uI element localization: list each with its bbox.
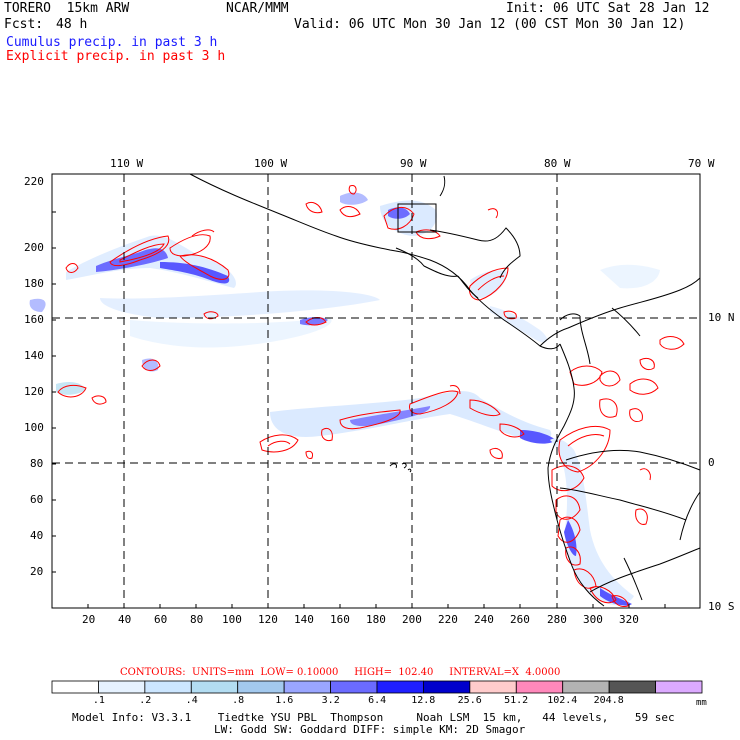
colorbar-swatch <box>144 680 192 694</box>
forecast-hour: 48 h <box>56 17 88 32</box>
colorbar-label: .2 <box>139 695 152 706</box>
colorbar-swatch <box>51 680 99 694</box>
colorbar-swatch <box>237 680 285 694</box>
x-tick: 220 <box>438 613 458 626</box>
valid-time: Valid: 06 UTC Mon 30 Jan 12 (00 CST Mon … <box>294 17 686 32</box>
lon-label: 70 W <box>688 157 715 170</box>
lon-label: 100 W <box>254 157 288 170</box>
y-tick: 140 <box>24 349 44 362</box>
colorbar-swatch <box>469 680 517 694</box>
colorbar-label: 12.8 <box>411 695 436 706</box>
y-tick: 160 <box>24 313 44 326</box>
lon-label: 110 W <box>110 157 144 170</box>
y-tick: 80 <box>30 457 44 470</box>
colorbar-swatch <box>515 680 564 694</box>
coastlines <box>189 173 701 607</box>
colorbar-label: .8 <box>232 695 245 706</box>
colorbar-swatch <box>655 680 703 694</box>
colorbar <box>51 680 703 694</box>
y-tick: 60 <box>30 493 44 506</box>
y-tick: 120 <box>24 385 44 398</box>
field-explicit-title: Explicit precip. in past 3 h <box>6 49 226 64</box>
y-tick: 40 <box>30 529 44 542</box>
contours-info: CONTOURS: UNITS=mm LOW= 0.10000 HIGH= 10… <box>120 667 561 678</box>
x-tick: 80 <box>190 613 204 626</box>
x-tick: 200 <box>402 613 422 626</box>
x-tick: 260 <box>510 613 530 626</box>
lon-label: 90 W <box>400 157 427 170</box>
init-time: Init: 06 UTC Sat 28 Jan 12 <box>506 1 710 16</box>
colorbar-swatch <box>98 680 146 694</box>
x-tick: 240 <box>474 613 494 626</box>
colorbar-label: .1 <box>92 695 105 706</box>
colorbar-swatch <box>423 680 471 694</box>
colorbar-swatch <box>562 680 610 694</box>
y-tick: 220 <box>24 175 44 188</box>
model-info-line1: Model Info: V3.3.1 Tiedtke YSU PBL Thomp… <box>72 711 675 724</box>
x-tick: 320 <box>619 613 639 626</box>
y-tick: 100 <box>24 421 44 434</box>
colorbar-swatch <box>190 680 239 694</box>
colorbar-label: 25.6 <box>457 695 482 706</box>
y-tick: 180 <box>24 277 44 290</box>
x-tick: 120 <box>258 613 278 626</box>
field-cumulus-title: Cumulus precip. in past 3 h <box>6 35 218 50</box>
colorbar-label: 102.4 <box>547 695 578 706</box>
x-tick: 180 <box>366 613 386 626</box>
colorbar-swatch <box>330 680 378 694</box>
colorbar-swatch <box>608 680 656 694</box>
x-tick: 280 <box>547 613 567 626</box>
lat-label: 10 S <box>708 600 735 613</box>
colorbar-label: 6.4 <box>368 695 387 706</box>
model-name: TORERO 15km ARW <box>4 1 130 16</box>
lon-label: 80 W <box>544 157 571 170</box>
x-tick: 60 <box>154 613 168 626</box>
explicit-contours <box>57 185 685 607</box>
colorbar-label: 51.2 <box>504 695 529 706</box>
x-tick: 20 <box>82 613 96 626</box>
colorbar-label: 1.6 <box>275 695 294 706</box>
organization: NCAR/MMM <box>226 1 289 16</box>
x-tick: 300 <box>583 613 603 626</box>
x-tick: 100 <box>222 613 242 626</box>
model-info-line2: LW: Godd SW: Goddard DIFF: simple KM: 2D… <box>214 723 526 736</box>
lat-label: 0 <box>708 456 715 469</box>
colorbar-label: .4 <box>185 695 198 706</box>
tick-marks <box>52 211 666 608</box>
y-tick: 20 <box>30 565 44 578</box>
colorbar-swatch <box>376 680 424 694</box>
y-tick: 200 <box>24 241 44 254</box>
x-tick: 40 <box>118 613 132 626</box>
forecast-label: Fcst: <box>4 17 44 32</box>
colorbar-label: 3.2 <box>321 695 340 706</box>
x-tick: 140 <box>294 613 314 626</box>
colorbar-label: 204.8 <box>593 695 624 706</box>
colorbar-unit: mm <box>696 698 707 708</box>
graticule <box>52 174 700 608</box>
lat-label: 10 N <box>708 311 735 324</box>
colorbar-swatch <box>283 680 331 694</box>
x-tick: 160 <box>330 613 350 626</box>
